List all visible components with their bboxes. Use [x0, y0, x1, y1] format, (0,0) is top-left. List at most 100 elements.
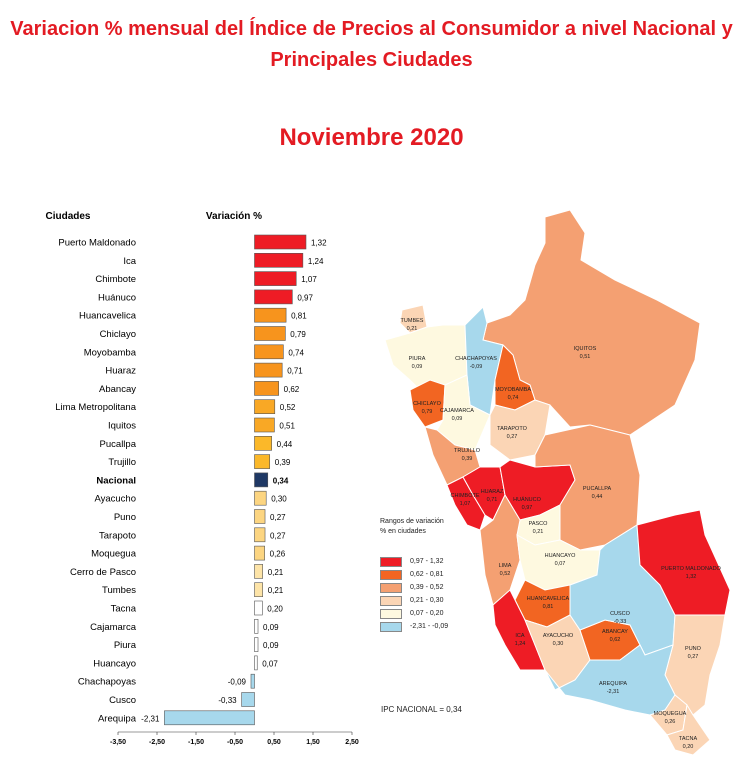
map-label-pucallpa-name: PUCALLPA: [583, 486, 612, 492]
category-label: Cusco: [109, 695, 136, 706]
map-label-moyobamba-name: MOYOBAMBA: [495, 387, 531, 393]
category-label: Huancayo: [93, 658, 136, 669]
bar: [254, 307, 287, 323]
map-label-huánuco-name: HUÁNUCO: [513, 496, 542, 503]
map-label-iquitos-name: IQUITOS: [574, 346, 597, 352]
value-label: 0,71: [287, 367, 303, 376]
category-label: Moquegua: [91, 549, 137, 560]
map-label-abancay-name: ABANCAY: [602, 629, 628, 635]
bar: [254, 618, 259, 634]
value-label: 0,81: [291, 312, 307, 321]
map-label-huaraz-value: 0,71: [487, 497, 498, 503]
legend-title-line-1: Rangos de variación: [380, 518, 444, 525]
map-legend: Rangos de variación % en ciudades 0,97 -…: [380, 517, 448, 633]
map-label-cusco-name: CUSCO: [610, 611, 631, 617]
x-tick-label: -2,50: [149, 739, 165, 746]
category-label: Cerro de Pasco: [70, 567, 136, 578]
bar: [254, 582, 263, 598]
map-label-abancay-value: 0,62: [610, 637, 621, 643]
map-label-cajamarca-name: CAJAMARCA: [440, 408, 474, 414]
bar: [254, 655, 258, 671]
map-region-tacna: [666, 703, 711, 756]
map-label-chimbote-value: 1,07: [460, 501, 471, 507]
map-label-chachapoyas-value: -0,09: [470, 364, 483, 370]
bar: [254, 454, 271, 469]
map-label-huancayo-value: 0,07: [555, 561, 566, 567]
category-label: Abancay: [99, 384, 136, 395]
value-label: 0,21: [268, 568, 284, 577]
map-label-arequipa-value: -2,31: [607, 689, 620, 695]
value-header: Variación %: [206, 211, 262, 222]
bar: [254, 399, 276, 414]
value-label: 0,07: [262, 659, 278, 668]
map-label-moquegua-name: MOQUEGUA: [654, 711, 687, 717]
category-label: Tarapoto: [99, 530, 136, 541]
bar: [254, 234, 307, 250]
legend-item: 0,62 - 0,81: [380, 568, 448, 581]
legend-item: -2,31 - -0,09: [380, 620, 448, 633]
map-label-puno-value: 0,27: [688, 654, 699, 660]
map-label-huancavelica-name: HUANCAVELICA: [527, 596, 570, 602]
x-tick-label: 1,50: [306, 739, 320, 746]
map-label-puerto-maldonado-name: PUERTO MALDONADO: [661, 566, 721, 572]
bar: [254, 289, 293, 305]
value-label: 0,39: [275, 458, 291, 467]
category-label: Chimbote: [95, 274, 136, 285]
map-label-cajamarca-value: 0,09: [452, 416, 463, 422]
map-label-moyobamba-value: 0,74: [508, 395, 519, 401]
map-label-ayacucho-name: AYACUCHO: [543, 633, 574, 639]
legend-swatch: [380, 582, 402, 593]
value-label: 0,21: [268, 586, 284, 595]
map-label-piura-value: 0,09: [412, 364, 423, 370]
bar-chart: Ciudades Variación % Puerto Maldonado 1,3…: [45, 211, 358, 746]
bar: [254, 509, 266, 524]
category-label: Trujillo: [108, 457, 136, 468]
map-label-pasco-value: 0,21: [533, 529, 544, 535]
category-label: Nacional: [96, 475, 136, 486]
value-label: -2,31: [141, 714, 160, 723]
value-label: 0,30: [271, 495, 287, 504]
category-label: Huánuco: [98, 292, 136, 303]
ipc-nacional-label: IPC NACIONAL = 0,34: [381, 705, 462, 714]
bar: [254, 600, 263, 616]
category-label: Huancavelica: [79, 311, 137, 322]
x-tick-label: -1,50: [188, 739, 204, 746]
category-label: Moyobamba: [84, 347, 137, 358]
category-label: Puno: [114, 512, 136, 523]
map-label-chiclayo-name: CHICLAYO: [413, 401, 441, 407]
value-label: 1,07: [301, 275, 317, 284]
map-label-piura-name: PIURA: [409, 356, 426, 362]
map-label-lima-name: LIMA: [499, 563, 512, 569]
value-label: 0,09: [263, 623, 279, 632]
value-label: 0,74: [288, 348, 304, 357]
legend-swatch: [380, 569, 402, 580]
legend-label: 0,62 - 0,81: [410, 571, 444, 578]
legend-label: 0,39 - 0,52: [410, 584, 444, 591]
value-label: 0,34: [273, 476, 289, 485]
value-label: -0,33: [218, 696, 237, 705]
value-label: 0,79: [290, 330, 306, 339]
bar: [254, 271, 297, 286]
value-label: -0,09: [228, 678, 247, 687]
map-label-iquitos-value: 0,51: [580, 354, 591, 360]
category-label: Chiclayo: [100, 329, 136, 340]
legend-item: 0,07 - 0,20: [380, 607, 448, 620]
x-tick-label: -0,50: [227, 739, 243, 746]
legend-label: 0,07 - 0,20: [410, 610, 444, 617]
map-label-pasco-name: PASCO: [529, 521, 549, 527]
map-label-ayacucho-value: 0,30: [553, 641, 564, 647]
period-title: Noviembre 2020: [279, 124, 464, 151]
map-label-lima-value: 0,52: [500, 571, 511, 577]
map-region-arequipa: [544, 644, 676, 716]
map-label-chimbote-name: CHIMBOTE: [450, 493, 479, 499]
map-label-trujillo-name: TRUJILLO: [454, 448, 481, 454]
legend-label: 0,97 - 1,32: [410, 558, 444, 565]
category-label: Tumbes: [102, 585, 136, 596]
legend-swatch: [380, 608, 402, 619]
map-label-trujillo-value: 0,39: [462, 456, 473, 462]
value-label: 0,09: [263, 641, 279, 650]
category-header: Ciudades: [45, 211, 90, 222]
bar: [254, 472, 269, 488]
value-label: 0,26: [270, 550, 286, 559]
map-label-tacna-name: TACNA: [679, 736, 698, 742]
